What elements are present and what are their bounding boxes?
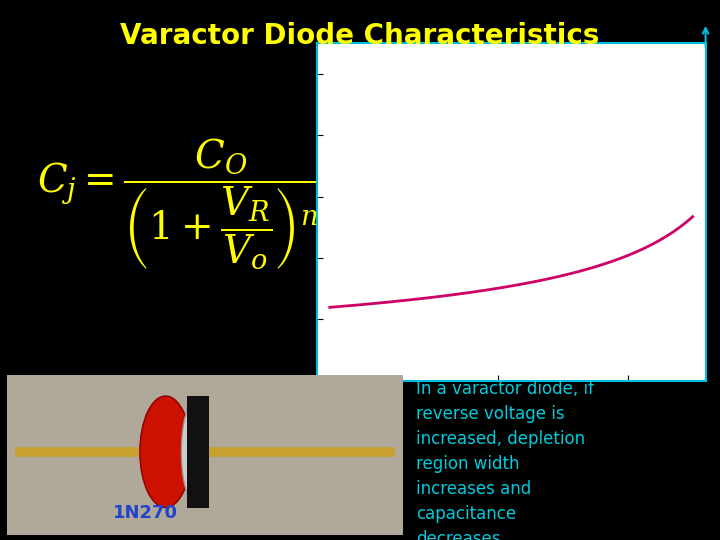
Ellipse shape [140,396,192,508]
Text: 1N270: 1N270 [113,504,179,522]
Ellipse shape [181,404,205,500]
Bar [187,396,210,508]
Text: $C_T\,(pF)$: $C_T\,(pF)$ [714,18,720,37]
Text: Varactor Diode Characteristics: Varactor Diode Characteristics [120,22,600,50]
Text: In a varactor diode, if
reverse voltage is
increased, depletion
region width
inc: In a varactor diode, if reverse voltage … [416,380,595,540]
Text: $V_R$: $V_R$ [277,404,294,421]
Text: $C_j = \dfrac{C_O}{\left(1+\dfrac{V_R}{V_o}\right)^n}$: $C_j = \dfrac{C_O}{\left(1+\dfrac{V_R}{V… [37,136,321,272]
